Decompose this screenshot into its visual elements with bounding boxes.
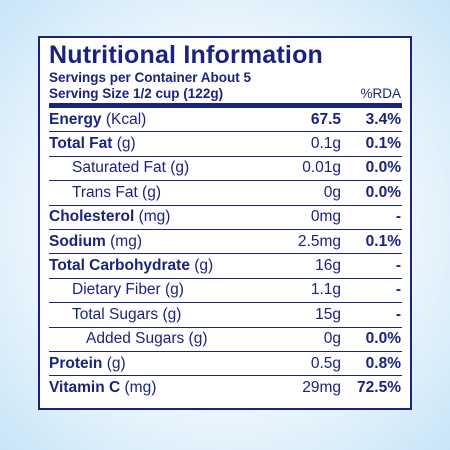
nutrient-rda: 3.4% bbox=[365, 110, 401, 128]
nutrient-row-total-sugars: Total Sugars (g) 15g - bbox=[49, 303, 402, 328]
nutrient-row-sodium: Sodium (mg) 2.5mg 0.1% bbox=[49, 230, 402, 255]
nutrient-amount: 15g bbox=[315, 305, 341, 323]
nutrient-row-protein: Protein (g) 0.5g 0.8% bbox=[49, 352, 402, 377]
nutrient-row-saturated-fat: Saturated Fat (g) 0.01g 0.0% bbox=[49, 157, 402, 182]
servings-per-container: Servings per Container About 5 bbox=[49, 70, 252, 85]
rda-column-header: %RDA bbox=[360, 86, 401, 101]
nutrient-amount: 0g bbox=[323, 330, 341, 348]
serving-size-row: Serving Size 1/2 cup (122g) %RDA bbox=[49, 86, 402, 108]
nutrient-amount: 0mg bbox=[310, 208, 341, 226]
nutrient-name: Saturated Fat (g) bbox=[72, 159, 190, 177]
nutrient-rda: - bbox=[395, 257, 401, 275]
nutrient-name: Added Sugars (g) bbox=[86, 330, 208, 348]
nutrient-amount: 67.5 bbox=[310, 110, 341, 128]
nutrient-rda: 0.0% bbox=[365, 183, 401, 201]
nutrient-amount: 29mg bbox=[302, 379, 341, 397]
nutrient-row-dietary-fiber: Dietary Fiber (g) 1.1g - bbox=[49, 279, 402, 304]
nutrient-name: Dietary Fiber (g) bbox=[72, 281, 184, 299]
nutrient-row-total-carbohydrate: Total Carbohydrate (g) 16g - bbox=[49, 254, 402, 279]
serving-size: Serving Size 1/2 cup (122g) bbox=[49, 86, 224, 101]
nutrient-amount: 1.1g bbox=[310, 281, 341, 299]
nutrient-amount: 16g bbox=[315, 257, 341, 275]
nutrient-rda: - bbox=[395, 305, 401, 323]
nutrient-name: Protein (g) bbox=[49, 354, 126, 372]
nutrient-rda: 0.8% bbox=[365, 354, 401, 372]
nutrition-facts-panel: Nutritional Information Servings per Con… bbox=[38, 36, 412, 410]
nutrient-rda: - bbox=[395, 281, 401, 299]
nutrient-name: Energy (Kcal) bbox=[49, 110, 147, 128]
nutrient-row-cholesterol: Cholesterol (mg) 0mg - bbox=[49, 206, 402, 230]
nutrient-amount: 0.01g bbox=[302, 159, 341, 177]
nutrient-amount: 0g bbox=[323, 183, 341, 201]
nutrient-name: Total Fat (g) bbox=[49, 135, 136, 153]
nutrient-name: Trans Fat (g) bbox=[72, 183, 161, 201]
nutrient-amount: 0.1g bbox=[310, 135, 341, 153]
nutrient-amount: 2.5mg bbox=[297, 232, 341, 250]
nutrient-rda: 0.1% bbox=[365, 232, 401, 250]
nutrient-name: Sodium (mg) bbox=[49, 232, 143, 250]
nutrient-row-trans-fat: Trans Fat (g) 0g 0.0% bbox=[49, 181, 402, 206]
nutrient-rda: - bbox=[395, 208, 401, 226]
nutrient-rda: 0.1% bbox=[365, 135, 401, 153]
nutrient-row-added-sugars: Added Sugars (g) 0g 0.0% bbox=[49, 328, 402, 352]
nutrient-amount: 0.5g bbox=[310, 354, 341, 372]
nutrient-name: Total Carbohydrate (g) bbox=[49, 257, 214, 275]
nutrient-row-total-fat: Total Fat (g) 0.1g 0.1% bbox=[49, 132, 402, 157]
nutrient-rda: 0.0% bbox=[365, 159, 401, 177]
nutrient-rda: 72.5% bbox=[357, 379, 401, 397]
nutrient-row-vitamin-c: Vitamin C (mg) 29mg 72.5% bbox=[49, 376, 402, 400]
nutrient-rda: 0.0% bbox=[365, 330, 401, 348]
nutrient-name: Cholesterol (mg) bbox=[49, 208, 171, 226]
nutrient-name: Total Sugars (g) bbox=[72, 305, 182, 323]
nutrient-name: Vitamin C (mg) bbox=[49, 379, 157, 397]
label-title: Nutritional Information bbox=[49, 41, 324, 69]
nutrient-row-energy: Energy (Kcal) 67.5 3.4% bbox=[49, 108, 402, 133]
